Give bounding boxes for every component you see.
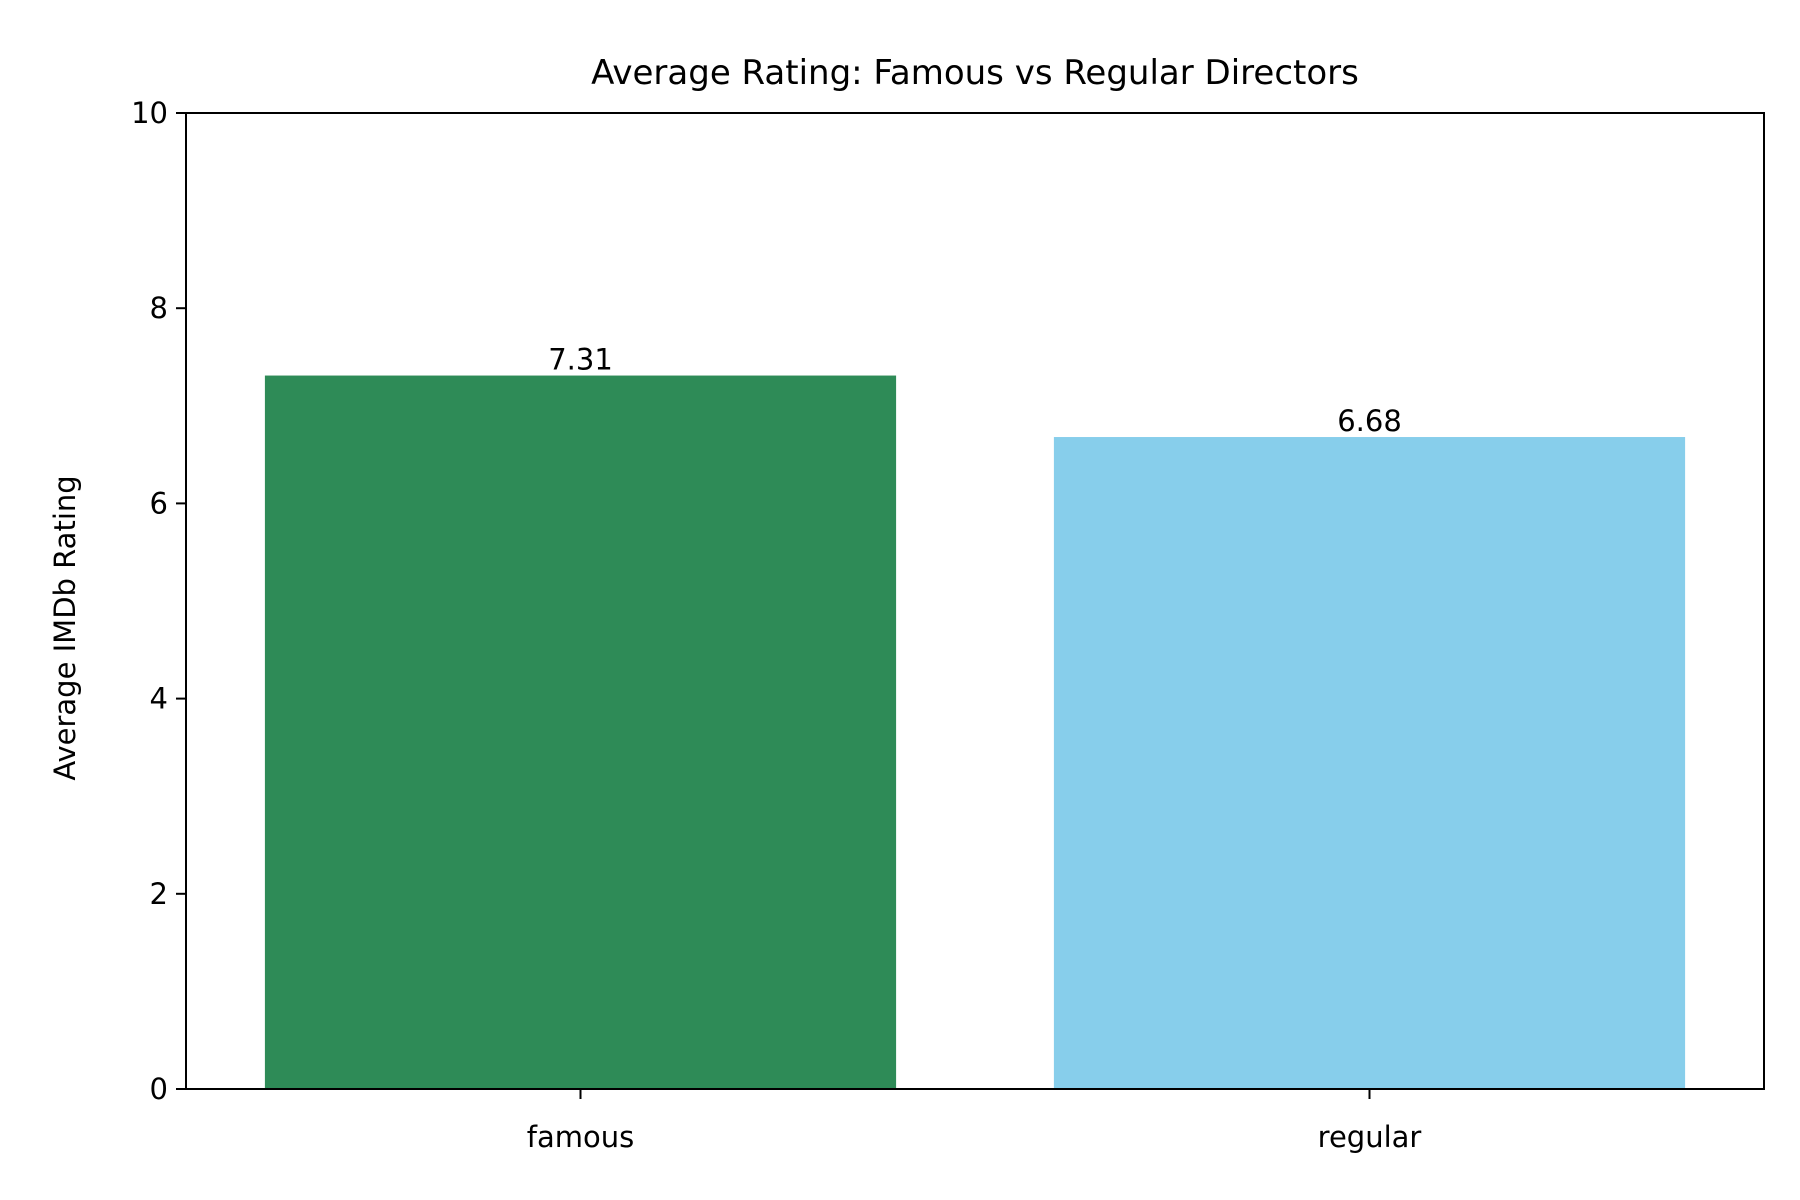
y-tick-label: 6 (150, 486, 168, 520)
y-tick-label: 4 (150, 682, 168, 716)
plot-area-frame (185, 112, 1765, 1090)
y-axis-label: Average IMDb Rating (48, 475, 82, 780)
y-tick-label: 8 (150, 291, 168, 325)
chart-title: Average Rating: Famous vs Regular Direct… (591, 53, 1359, 93)
value-label-regular: 6.68 (1337, 404, 1402, 438)
bar-famous (264, 375, 897, 1089)
x-tick-label-famous: famous (527, 1120, 634, 1154)
bar-regular (1053, 437, 1686, 1090)
value-label-famous: 7.31 (548, 343, 613, 377)
y-tick-label: 0 (150, 1072, 168, 1106)
y-axis-ticks: 0 2 4 6 8 10 (131, 96, 186, 1106)
bars (264, 375, 1686, 1090)
x-axis-ticks: famous regular (527, 1089, 1422, 1154)
value-labels: 7.31 6.68 (548, 343, 1402, 438)
y-tick-label: 2 (150, 877, 168, 911)
x-tick-label-regular: regular (1318, 1120, 1422, 1154)
y-tick-label: 10 (131, 96, 168, 130)
